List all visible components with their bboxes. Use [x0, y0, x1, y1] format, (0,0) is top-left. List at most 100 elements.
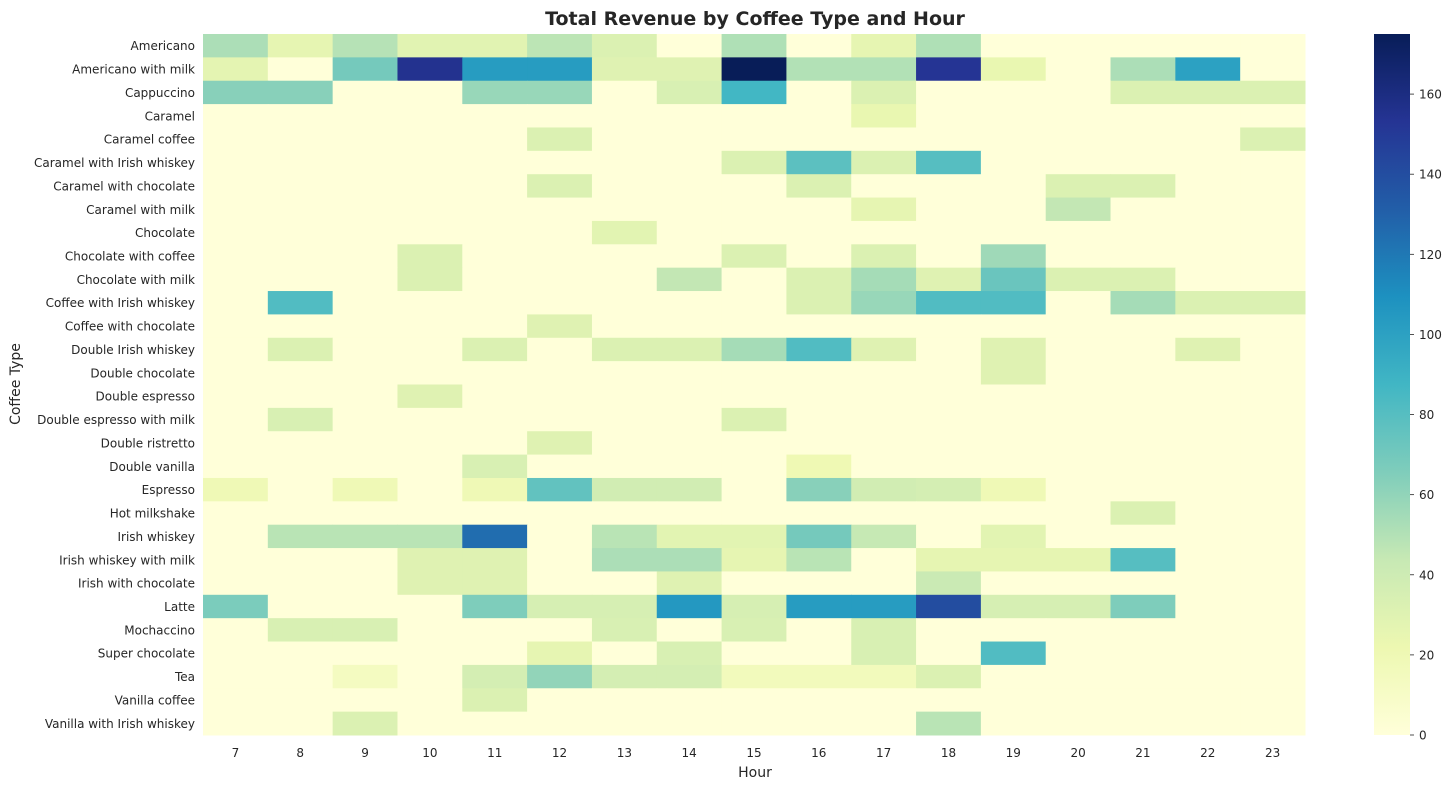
heatmap-cell [721, 548, 787, 572]
heatmap-cell [267, 34, 334, 58]
heatmap-cell [656, 618, 723, 643]
heatmap-cell [1045, 244, 1112, 269]
y-tick-label: Vanilla coffee [115, 693, 195, 707]
heatmap-cell [980, 384, 1047, 409]
y-tick-label: Irish whiskey with milk [59, 553, 195, 567]
heatmap-cell [591, 291, 658, 315]
heatmap-cell [1110, 127, 1176, 152]
heatmap-cell [1240, 220, 1306, 245]
y-tick-label: Super chocolate [98, 647, 195, 661]
heatmap-cell [980, 150, 1047, 175]
heatmap-cell [1110, 454, 1176, 479]
heatmap-cell [332, 57, 398, 82]
heatmap-cell [1240, 104, 1306, 128]
heatmap-cell [462, 57, 528, 82]
heatmap-cell [656, 104, 723, 128]
heatmap-cell [1175, 80, 1241, 105]
heatmap-cell [851, 571, 917, 596]
heatmap-cell [527, 291, 593, 315]
heatmap-cell [786, 524, 852, 549]
heatmap-cell [267, 267, 334, 292]
y-tick-label: Caramel [145, 109, 195, 123]
heatmap-cell [656, 711, 723, 736]
heatmap-cell [656, 291, 723, 315]
heatmap-cell [1110, 80, 1176, 105]
heatmap-cell [203, 361, 269, 385]
heatmap-cell [786, 571, 852, 596]
heatmap-cell [656, 664, 723, 689]
heatmap-cell [332, 34, 398, 58]
heatmap-cell [527, 127, 593, 152]
x-tick-label: 21 [1135, 746, 1150, 760]
heatmap-cell [267, 501, 334, 526]
heatmap-cell [916, 524, 982, 549]
heatmap-cell [851, 244, 917, 269]
y-tick-label: Chocolate with milk [77, 273, 195, 287]
heatmap-cell [786, 291, 852, 315]
heatmap-cell [332, 291, 398, 315]
heatmap-cell [267, 664, 334, 689]
heatmap-cell [1045, 688, 1112, 713]
heatmap-cell [527, 104, 593, 128]
heatmap-cell [397, 314, 463, 339]
heatmap-cell [203, 80, 269, 105]
heatmap-cell [1240, 291, 1306, 315]
heatmap-cell [916, 220, 982, 245]
heatmap-cell [851, 524, 917, 549]
y-tick-label: Caramel with chocolate [53, 179, 195, 193]
heatmap-cell [980, 711, 1047, 736]
heatmap-cell [916, 127, 982, 152]
heatmap-cell [1240, 548, 1306, 572]
heatmap-cell [203, 57, 269, 82]
heatmap-cell [1175, 244, 1241, 269]
heatmap-cell [267, 548, 334, 572]
y-tick-label: Chocolate [135, 226, 195, 240]
heatmap-cell [591, 384, 658, 409]
heatmap-cell [267, 197, 334, 222]
heatmap-cell [1175, 688, 1241, 713]
heatmap-cell [1045, 291, 1112, 315]
heatmap-cell [332, 594, 398, 619]
heatmap-cell [267, 57, 334, 82]
heatmap-cell [656, 524, 723, 549]
heatmap-cell [980, 361, 1047, 385]
heatmap-cell [656, 431, 723, 456]
heatmap-cell [1240, 524, 1306, 549]
heatmap-cell [332, 197, 398, 222]
heatmap-cell [203, 641, 269, 666]
heatmap-cell [1110, 291, 1176, 315]
heatmap-cell [397, 501, 463, 526]
x-tick-label: 22 [1200, 746, 1215, 760]
heatmap-cell [721, 454, 787, 479]
x-tick-label: 13 [617, 746, 632, 760]
heatmap-cell [786, 220, 852, 245]
heatmap-cell [1240, 594, 1306, 619]
heatmap-cell [1045, 57, 1112, 82]
heatmap-cell [267, 337, 334, 362]
heatmap-cell [721, 104, 787, 128]
heatmap-cell [851, 150, 917, 175]
heatmap-cell [916, 711, 982, 736]
heatmap-cell [1045, 664, 1112, 689]
heatmap-cell [462, 361, 528, 385]
heatmap-cell [1240, 174, 1306, 199]
heatmap-cell [1110, 174, 1176, 199]
heatmap-cell [851, 431, 917, 456]
heatmap-cell [1175, 571, 1241, 596]
heatmap-cell [851, 641, 917, 666]
heatmap-cell [851, 594, 917, 619]
heatmap-cell [267, 80, 334, 105]
heatmap-cell [527, 314, 593, 339]
heatmap-cell [1045, 431, 1112, 456]
heatmap-cell [980, 337, 1047, 362]
colorbar-tick-label: 0 [1419, 729, 1427, 743]
heatmap-cell [1240, 80, 1306, 105]
heatmap-cell [721, 80, 787, 105]
heatmap-cell [721, 501, 787, 526]
heatmap-cell [462, 80, 528, 105]
heatmap-cell [786, 641, 852, 666]
x-tick-label: 14 [682, 746, 697, 760]
heatmap-cell [851, 80, 917, 105]
colorbar-tick-label: 140 [1419, 168, 1442, 182]
heatmap-cell [527, 548, 593, 572]
